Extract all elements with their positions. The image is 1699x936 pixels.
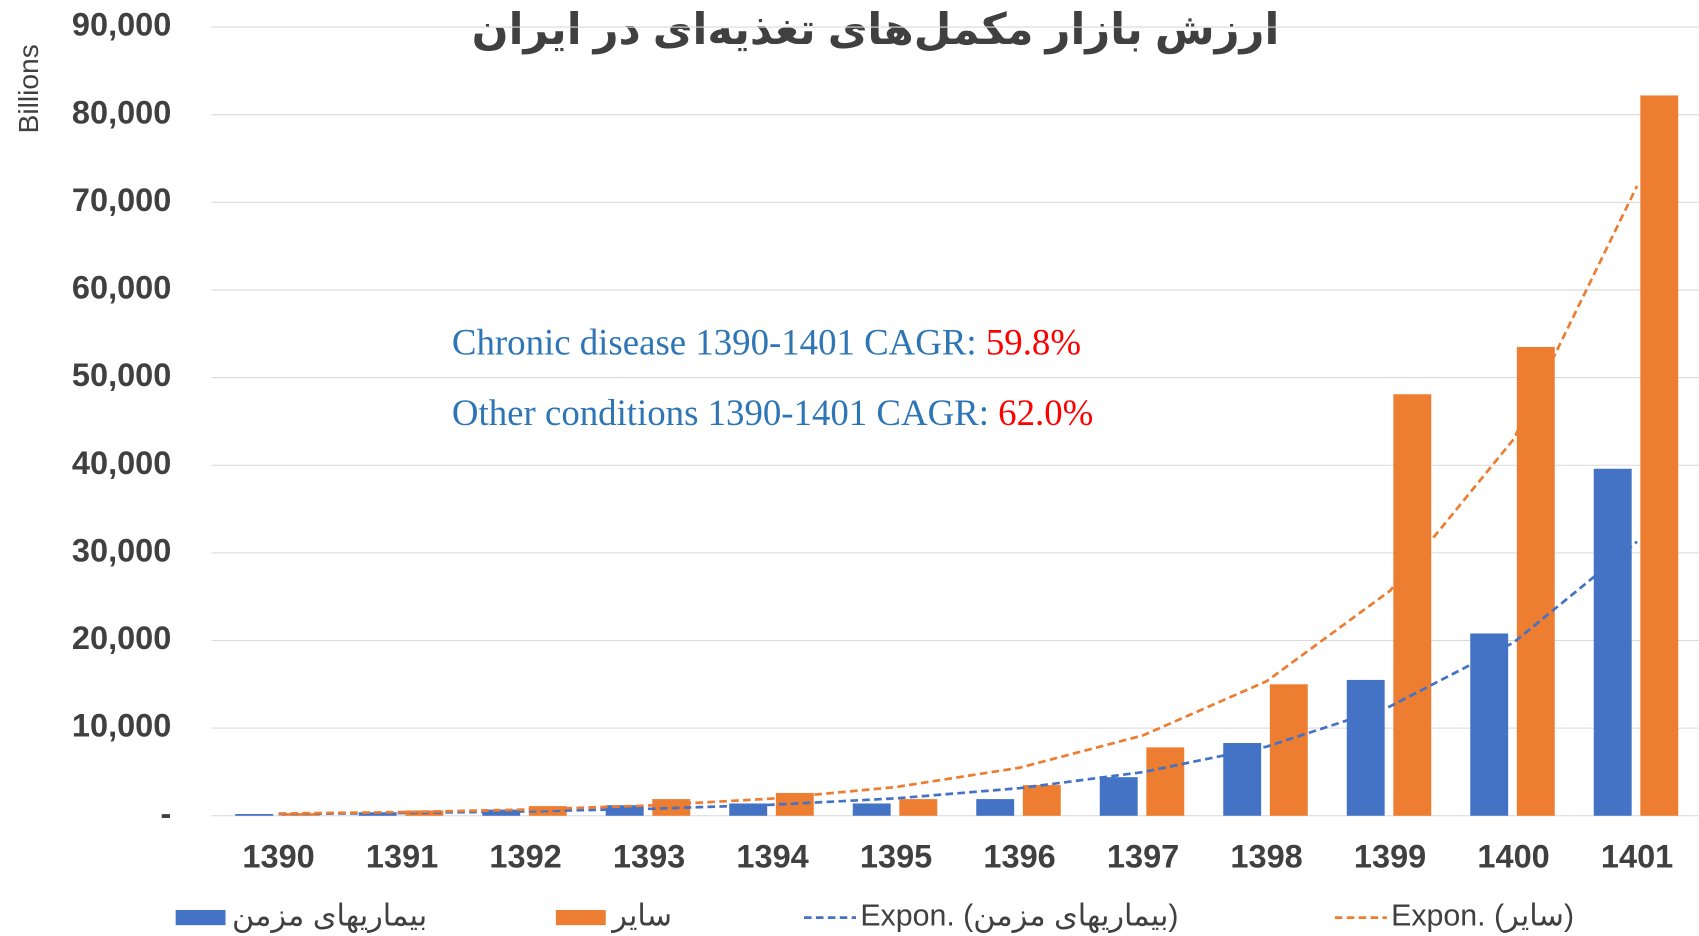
- bar: [1099, 777, 1138, 816]
- x-tick-label: 1394: [736, 839, 808, 875]
- x-tick-label: 1398: [1230, 839, 1302, 875]
- legend-label: بیماریهای مزمن: [232, 900, 427, 934]
- y-axis-label: Billions: [13, 44, 44, 133]
- y-tick-label: 10,000: [72, 708, 171, 744]
- chart-title: ارزش بازار مکمل‌های تغذیه‌ای در ایران: [472, 6, 1280, 55]
- bar: [1022, 785, 1061, 816]
- bar: [482, 809, 521, 816]
- legend-label: Expon. (سایر): [1391, 900, 1574, 934]
- y-tick-label: -: [161, 795, 172, 831]
- bar: [235, 813, 274, 816]
- legend-swatch: [175, 910, 226, 926]
- bar: [899, 799, 938, 816]
- bar: [1146, 747, 1185, 816]
- bar: [1516, 346, 1555, 816]
- bar: [1593, 468, 1632, 816]
- x-tick-label: 1400: [1477, 839, 1549, 875]
- x-tick-label: 1390: [242, 839, 314, 875]
- bar: [852, 803, 891, 816]
- x-tick-label: 1396: [983, 839, 1055, 875]
- y-tick-label: 90,000: [72, 7, 171, 43]
- x-tick-label: 1399: [1354, 839, 1426, 875]
- bar: [652, 799, 691, 816]
- y-tick-label: 60,000: [72, 270, 171, 306]
- annotation-text: Chronic disease 1390-1401 CAGR:: [452, 322, 986, 363]
- annotation-text: Other conditions 1390-1401 CAGR:: [452, 393, 998, 434]
- x-tick-label: 1392: [489, 839, 561, 875]
- legend-swatch: [555, 910, 606, 926]
- bar: [1640, 95, 1679, 816]
- y-tick-label: 70,000: [72, 182, 171, 218]
- bar: [281, 813, 320, 816]
- y-tick-label: 30,000: [72, 532, 171, 568]
- trend-line: [278, 185, 1639, 815]
- annotation-highlight: 62.0%: [998, 393, 1093, 434]
- y-tick-label: 80,000: [72, 94, 171, 130]
- bar: [1269, 684, 1308, 816]
- x-tick-label: 1401: [1601, 839, 1673, 875]
- trend-line: [278, 540, 1638, 816]
- annotation: Chronic disease 1390-1401 CAGR: 59.8%: [452, 322, 1081, 363]
- x-tick-label: 1391: [366, 839, 438, 875]
- y-tick-label: 40,000: [72, 445, 171, 481]
- y-tick-label: 20,000: [72, 620, 171, 656]
- legend-label: Expon. (بیماریهای مزمن): [860, 900, 1178, 934]
- bar: [1393, 394, 1432, 816]
- x-tick-label: 1395: [860, 839, 932, 875]
- y-tick-label: 50,000: [72, 357, 171, 393]
- bar: [1470, 633, 1509, 816]
- x-tick-label: 1393: [613, 839, 685, 875]
- bar: [1346, 679, 1385, 816]
- legend-label: سایر: [610, 900, 672, 934]
- annotation: Other conditions 1390-1401 CAGR: 62.0%: [452, 393, 1093, 434]
- annotation-highlight: 59.8%: [986, 322, 1081, 363]
- bar: [976, 799, 1015, 816]
- x-tick-label: 1397: [1107, 839, 1179, 875]
